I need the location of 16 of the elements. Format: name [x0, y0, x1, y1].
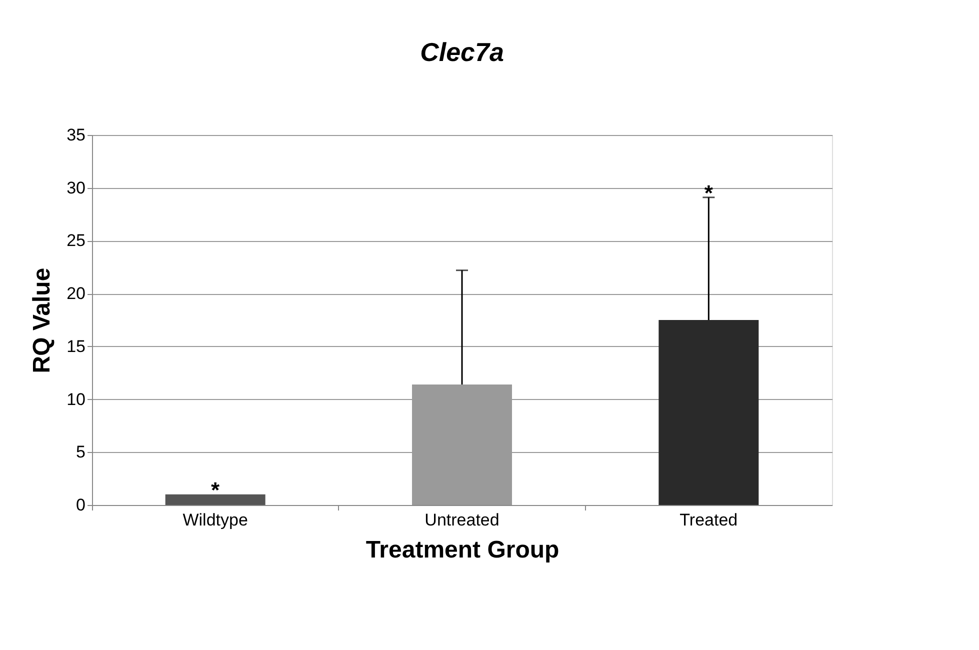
y-tick-label: 30 [66, 178, 86, 198]
y-tick-label: 25 [66, 231, 86, 250]
chart-title: Clec7a [420, 37, 504, 67]
x-tick-label: Untreated [424, 510, 500, 530]
y-tick-label: 0 [76, 496, 86, 514]
y-tick-label: 15 [66, 336, 86, 356]
annotation: * [211, 477, 220, 502]
y-tick-label: 10 [66, 390, 86, 409]
x-tick-label: Treated [680, 510, 738, 530]
annotation: * [704, 180, 714, 206]
y-tick-label: 5 [76, 442, 86, 462]
x-tick-label: Wildtype [182, 510, 248, 530]
y-axis-title: RQ Value [28, 268, 56, 374]
x-axis-title: Treatment Group [366, 536, 560, 564]
y-tick-label: 35 [66, 126, 86, 144]
y-tick-label: 20 [66, 284, 86, 304]
